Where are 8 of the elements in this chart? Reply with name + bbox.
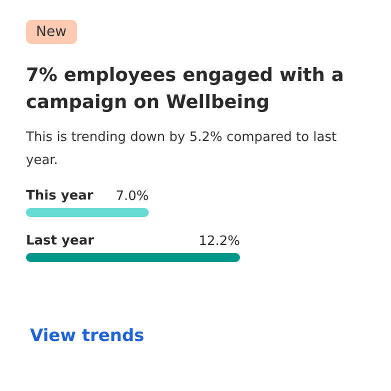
data-label: 7.0% bbox=[116, 189, 149, 204]
text: New bbox=[26, 20, 77, 44]
y-tick-label: This year bbox=[26, 188, 94, 204]
text: View trends bbox=[30, 326, 144, 346]
data-label: 12.2% bbox=[198, 234, 240, 249]
chart-subtitle: This is trending down by 5.2% compared to last year. bbox=[26, 129, 338, 170]
y-tick-label: Last year bbox=[26, 234, 95, 248]
chart-title: 7% employees engaged with a campaign on Wellbeing bbox=[26, 64, 345, 115]
